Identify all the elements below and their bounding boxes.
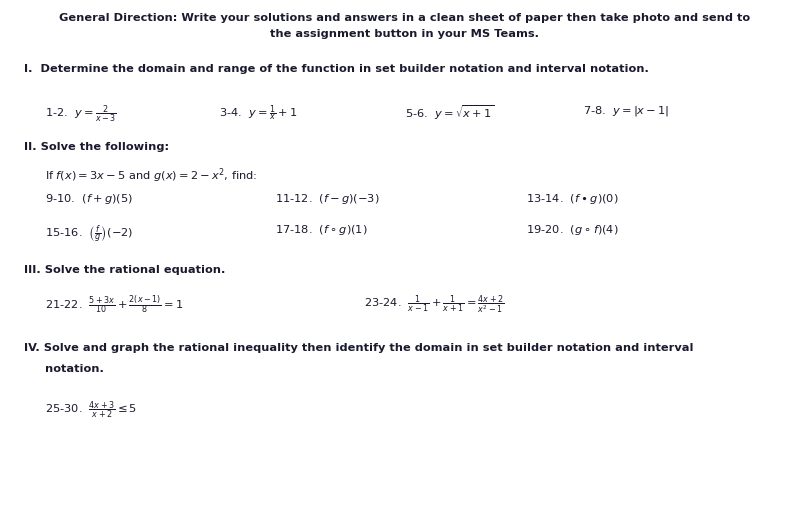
Text: IV. Solve and graph the rational inequality then identify the domain in set buil: IV. Solve and graph the rational inequal… xyxy=(24,343,694,352)
Text: 13-14.  $(f \bullet g)(0)$: 13-14. $(f \bullet g)(0)$ xyxy=(526,192,619,206)
Text: 1-2.  $y = \frac{2}{x-3}$: 1-2. $y = \frac{2}{x-3}$ xyxy=(45,104,116,126)
Text: General Direction: Write your solutions and answers in a clean sheet of paper th: General Direction: Write your solutions … xyxy=(59,13,751,23)
Text: 3-4.  $y = \frac{1}{x}+1$: 3-4. $y = \frac{1}{x}+1$ xyxy=(219,104,297,124)
Text: 9-10.  $(f + g)(5)$: 9-10. $(f + g)(5)$ xyxy=(45,192,132,206)
Text: II. Solve the following:: II. Solve the following: xyxy=(24,142,169,152)
Text: 25-30.  $\frac{4x+3}{x+2} \leq 5$: 25-30. $\frac{4x+3}{x+2} \leq 5$ xyxy=(45,400,137,421)
Text: III. Solve the rational equation.: III. Solve the rational equation. xyxy=(24,265,226,275)
Text: If $f(x) = 3x - 5$ and $g(x) = 2 - x^2$, find:: If $f(x) = 3x - 5$ and $g(x) = 2 - x^2$,… xyxy=(45,166,257,185)
Text: 19-20.  $(g \circ f)(4)$: 19-20. $(g \circ f)(4)$ xyxy=(526,223,619,237)
Text: the assignment button in your MS Teams.: the assignment button in your MS Teams. xyxy=(271,29,539,38)
Text: notation.: notation. xyxy=(45,364,104,374)
Text: 7-8.  $y = |x-1|$: 7-8. $y = |x-1|$ xyxy=(583,104,670,118)
Text: 15-16.  $\left(\frac{f}{g}\right)(-2)$: 15-16. $\left(\frac{f}{g}\right)(-2)$ xyxy=(45,223,133,245)
Text: 23-24.  $\frac{1}{x-1} + \frac{1}{x+1} = \frac{4x+2}{x^2-1}$: 23-24. $\frac{1}{x-1} + \frac{1}{x+1} = … xyxy=(364,293,505,316)
Text: 5-6.  $y = \sqrt{x+1}$: 5-6. $y = \sqrt{x+1}$ xyxy=(405,104,494,122)
Text: 17-18.  $(f \circ g)(1)$: 17-18. $(f \circ g)(1)$ xyxy=(275,223,368,237)
Text: 21-22.  $\frac{5+3x}{10} + \frac{2(x-1)}{8} = 1$: 21-22. $\frac{5+3x}{10} + \frac{2(x-1)}{… xyxy=(45,293,183,316)
Text: I.  Determine the domain and range of the function in set builder notation and i: I. Determine the domain and range of the… xyxy=(24,64,649,74)
Text: 11-12.  $(f - g)(-3)$: 11-12. $(f - g)(-3)$ xyxy=(275,192,380,206)
